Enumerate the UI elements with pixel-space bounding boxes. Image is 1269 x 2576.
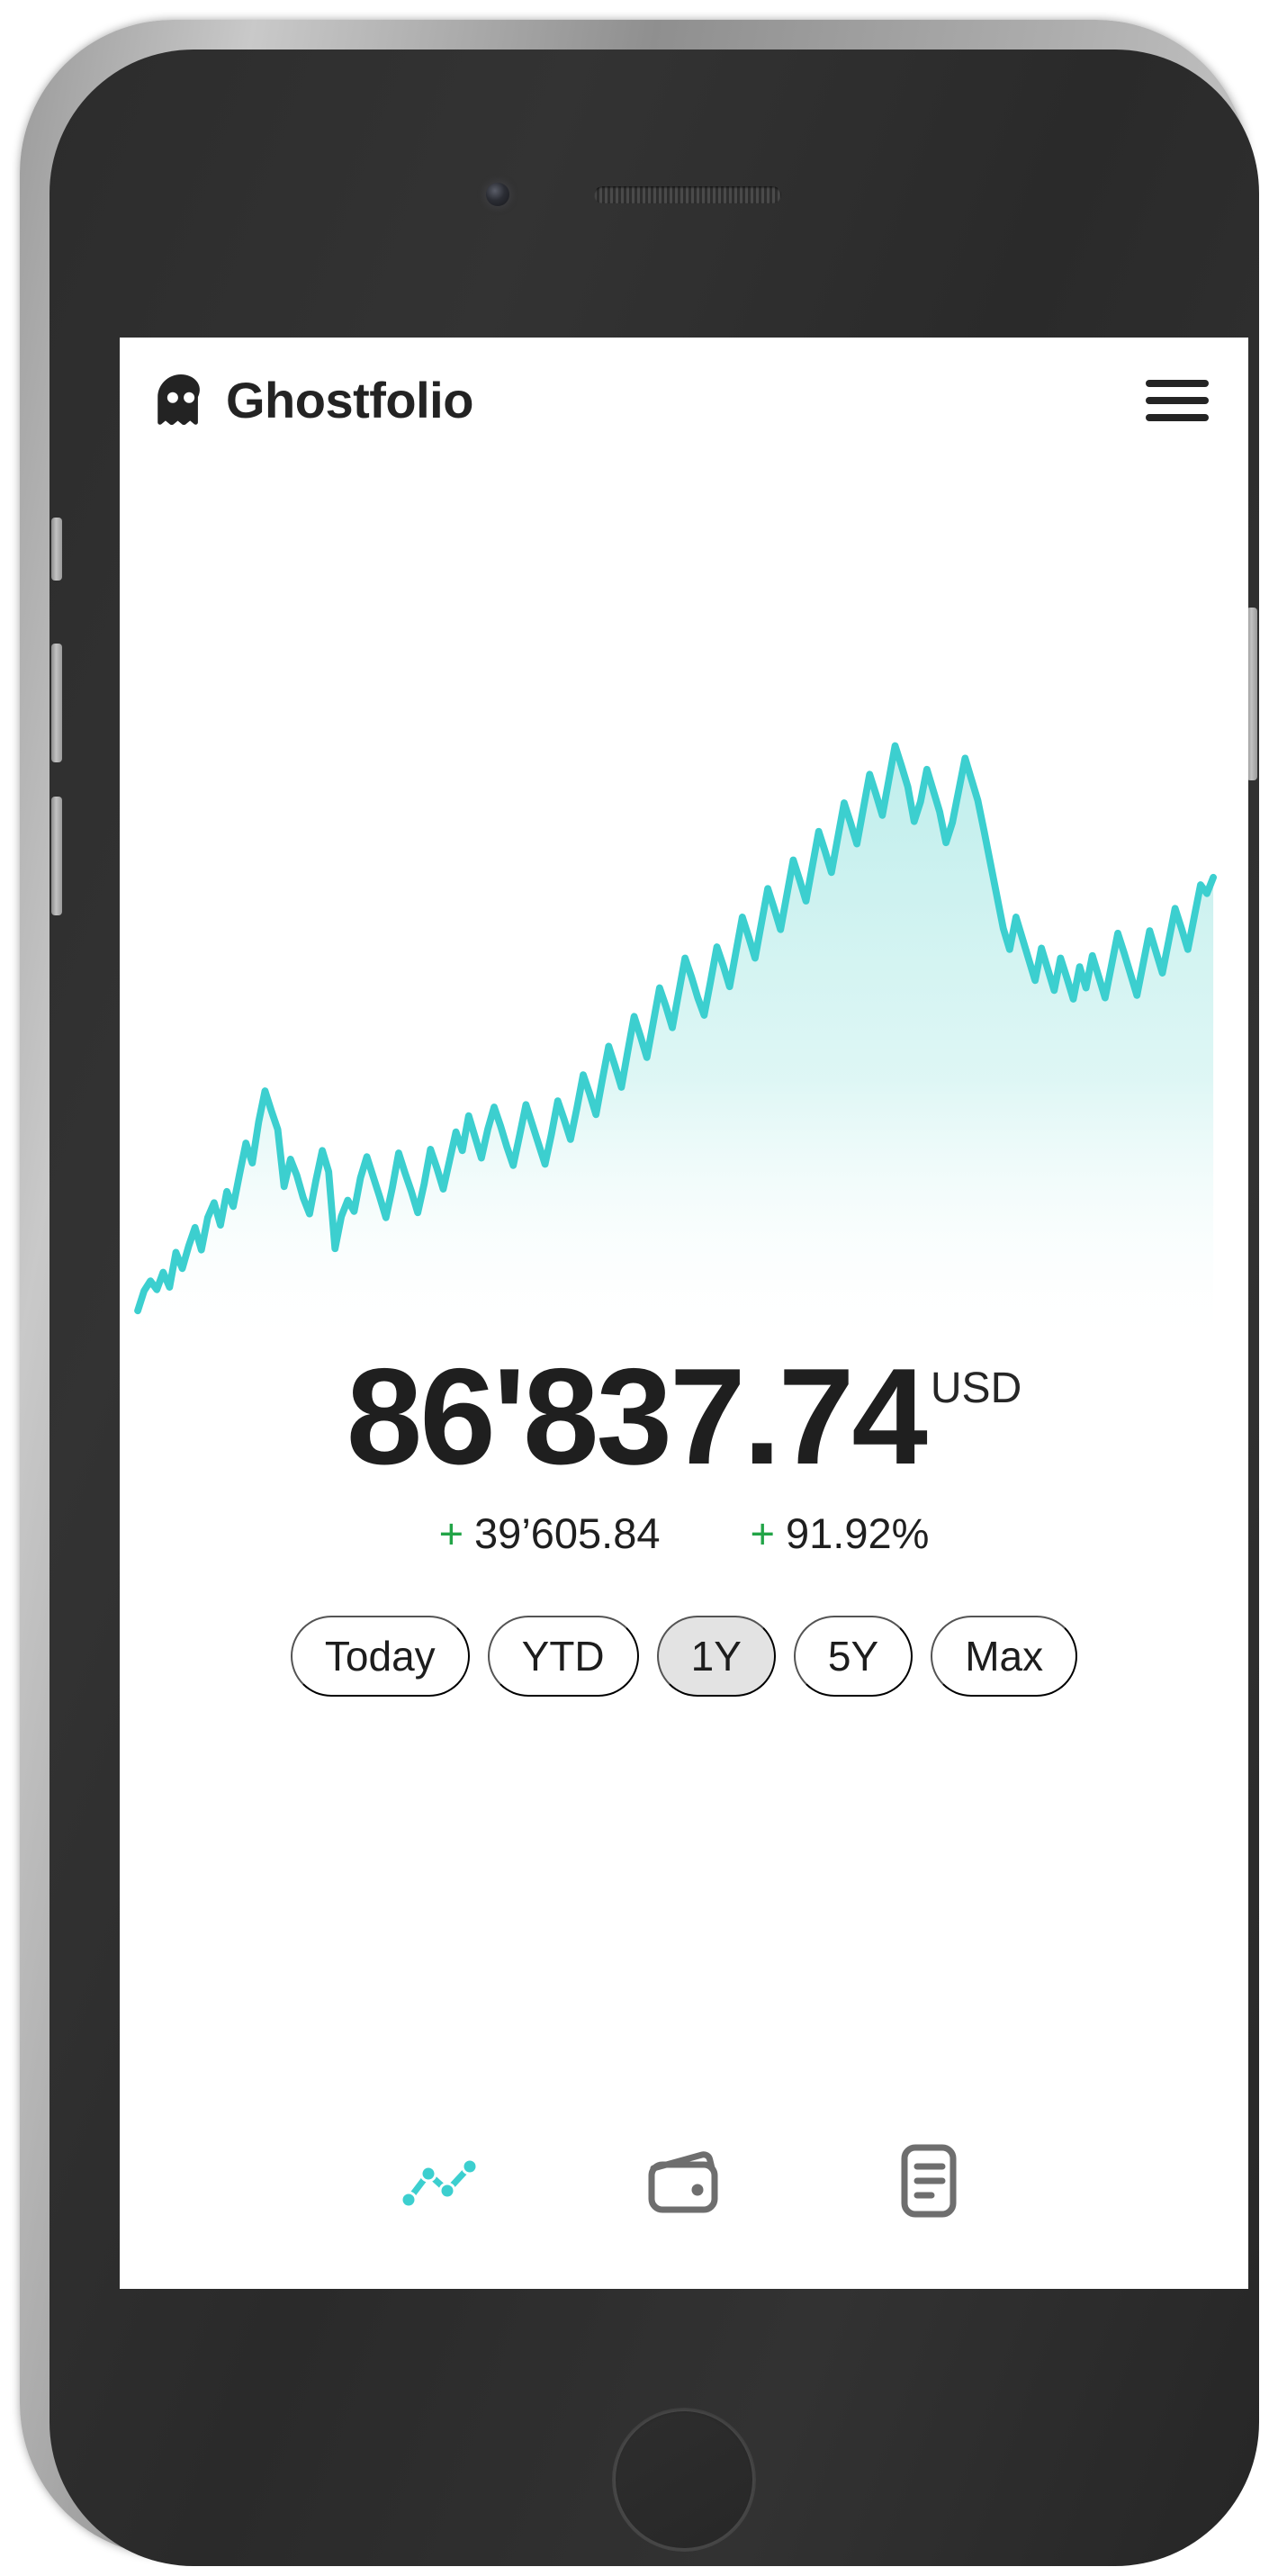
date-range-1y[interactable]: 1Y (656, 1616, 776, 1698)
date-range-selector: Today YTD 1Y 5Y Max (120, 1616, 1248, 1698)
chart-area-fill (138, 745, 1214, 1353)
phone-body: Ghostfolio (50, 50, 1259, 2566)
change-absolute-sign: + (438, 1509, 464, 1558)
chart-line (134, 742, 1217, 1315)
portfolio-value-row: 86'837.74 USD (120, 1347, 1248, 1487)
portfolio-change-row: + 39’605.84 + 91.92% (120, 1509, 1248, 1558)
front-camera-icon (486, 183, 509, 206)
home-button[interactable] (612, 2408, 756, 2552)
phone-outer-frame: Ghostfolio (20, 20, 1259, 2566)
nav-overview-line-chart-icon[interactable] (398, 2139, 481, 2222)
silent-switch[interactable] (51, 518, 62, 581)
brand-logo[interactable]: Ghostfolio (156, 374, 473, 427)
ghost-icon (156, 374, 206, 427)
change-absolute: + 39’605.84 (439, 1509, 661, 1558)
power-button[interactable] (1246, 608, 1257, 780)
portfolio-value: 86'837.74 (346, 1339, 928, 1493)
bottom-navigation (120, 2100, 1248, 2289)
volume-down-button[interactable] (51, 797, 62, 915)
nav-holdings-wallet-icon[interactable] (643, 2139, 725, 2222)
portfolio-currency: USD (930, 1364, 1022, 1412)
volume-up-button[interactable] (51, 644, 62, 762)
portfolio-summary: 86'837.74 USD + 39’605.84 + 91.92% (120, 464, 1248, 2100)
date-range-ytd[interactable]: YTD (487, 1616, 639, 1698)
app-header: Ghostfolio (120, 338, 1248, 464)
date-range-max[interactable]: Max (931, 1616, 1078, 1698)
hamburger-line (1146, 397, 1209, 404)
hamburger-menu-icon[interactable] (1142, 374, 1212, 427)
portfolio-performance-chart[interactable] (120, 732, 1248, 1353)
earpiece-speaker (594, 186, 781, 203)
hamburger-line (1146, 380, 1209, 387)
change-percent-sign: + (750, 1509, 775, 1558)
nav-summary-document-icon[interactable] (887, 2139, 970, 2222)
change-percent: + 91.92% (751, 1509, 930, 1558)
phone-screen: Ghostfolio (120, 338, 1248, 2289)
date-range-today[interactable]: Today (290, 1616, 470, 1698)
hamburger-line (1146, 414, 1209, 421)
brand-name: Ghostfolio (226, 372, 473, 428)
date-range-5y[interactable]: 5Y (793, 1616, 914, 1698)
change-percent-value: 91.92% (785, 1509, 930, 1558)
change-absolute-value: 39’605.84 (474, 1509, 661, 1558)
